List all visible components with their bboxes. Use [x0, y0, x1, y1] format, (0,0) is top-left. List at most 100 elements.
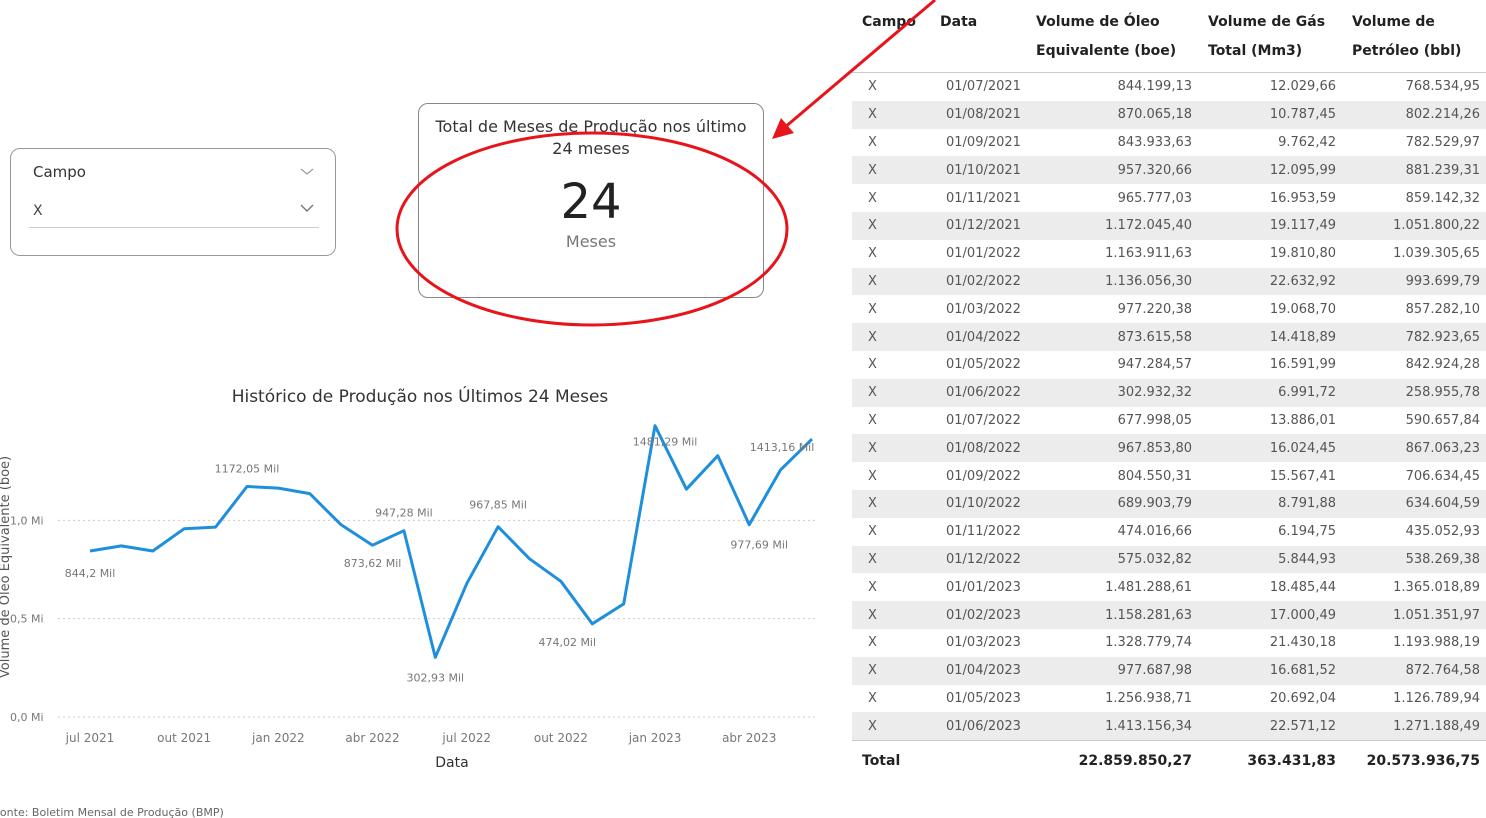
table-cell: 1.172.045,40	[1026, 211, 1198, 240]
table-row: X 01/04/2022 873.615,58 14.418,89 782.923,65	[852, 323, 1486, 351]
table-cell: 1.051.800,22	[1342, 211, 1486, 240]
table-cell: 435.052,93	[1405, 524, 1480, 540]
table-row: X 01/04/2023 977.687,98 16.681,52 872.764,58	[852, 656, 1486, 685]
table-cell: 01/05/2022	[946, 357, 1021, 373]
table-cell: X	[852, 267, 930, 296]
table-cell: 474.016,66	[1117, 524, 1192, 540]
table-cell: 6.194,75	[1278, 524, 1336, 540]
header-cell: Campo	[862, 14, 916, 30]
data-label: 967,85 Mil	[469, 499, 527, 512]
table: Campo Data Volume de Óleo Equivalente (boe…	[852, 0, 1486, 781]
table-cell: 842.924,28	[1405, 357, 1480, 373]
table-cell: 538.269,38	[1342, 545, 1486, 574]
table-cell: 16.024,45	[1198, 434, 1342, 463]
y-tick-label: 1,0 Mi	[10, 514, 44, 527]
data-label: 1172,05 Mil	[215, 462, 280, 475]
table-cell: X	[868, 190, 877, 206]
table-cell: 18.485,44	[1269, 579, 1336, 595]
table-cell: 6.991,72	[1198, 378, 1342, 407]
table-cell: 9.762,42	[1278, 134, 1336, 150]
table-cell: 1.163.911,63	[1105, 246, 1192, 262]
table-cell: 01/01/2023	[946, 579, 1021, 595]
slicer-value[interactable]: X	[33, 203, 43, 219]
table-cell: 1.039.305,65	[1393, 246, 1480, 262]
table-cell: 1.271.188,49	[1342, 712, 1486, 741]
table-cell: 01/11/2022	[946, 524, 1021, 540]
table-cell: X	[852, 545, 930, 574]
table-row: X 01/09/2021 843.933,63 9.762,42 782.529,97	[852, 129, 1486, 157]
table-cell: 19.117,49	[1198, 211, 1342, 240]
table-cell: 782.923,65	[1342, 323, 1486, 351]
table-cell: 20.692,04	[1269, 690, 1336, 706]
table-cell: 01/06/2023	[930, 712, 1026, 741]
table-cell: 977.220,38	[1117, 301, 1192, 317]
table-row: X 01/03/2023 1.328.779,74 21.430,18 1.193.98…	[852, 629, 1486, 657]
table-cell: 01/08/2022	[930, 434, 1026, 463]
data-label: 1481,29 Mil	[633, 436, 698, 449]
total-cell: 363.431,83	[1247, 753, 1336, 770]
table-cell: 677.998,05	[1117, 412, 1192, 428]
table-cell: 881.239,31	[1342, 156, 1486, 185]
table-cell: 1.051.351,97	[1342, 601, 1486, 629]
x-tick-label: jul 2021	[65, 731, 115, 745]
table-cell: X	[852, 489, 930, 518]
table-row: X 01/01/2023 1.481.288,61 18.485,44 1.365.01…	[852, 573, 1486, 601]
table-row: X 01/07/2022 677.998,05 13.886,01 590.657,84	[852, 407, 1486, 435]
table-cell: 575.032,82	[1026, 545, 1198, 574]
table-cell: X	[868, 579, 877, 595]
table-cell: 22.571,12	[1198, 712, 1342, 741]
table-cell: X	[868, 524, 877, 540]
table-cell: 01/05/2023	[946, 690, 1021, 706]
data-label: 1413,16 Mil	[750, 441, 815, 454]
slicer[interactable]: Campo X	[10, 148, 336, 256]
table-row: X 01/05/2023 1.256.938,71 20.692,04 1.126.78…	[852, 685, 1486, 713]
table-cell: 19.810,80	[1269, 246, 1336, 262]
table-cell: 957.320,66	[1026, 156, 1198, 185]
table-cell: 947.284,57	[1117, 357, 1192, 373]
table-cell: X	[868, 301, 877, 317]
table-cell: X	[852, 434, 930, 463]
table-cell: X	[852, 712, 930, 741]
table-cell: X	[868, 357, 877, 373]
total-row: Total 22.859.850,27 363.431,83 20.573.936,7…	[852, 740, 1486, 782]
table-row: X 01/02/2022 1.136.056,30 22.632,92 993.699,…	[852, 267, 1486, 296]
table-cell: 859.142,32	[1405, 190, 1480, 206]
table-cell: 01/12/2021	[930, 211, 1026, 240]
table-cell: 17.000,49	[1198, 601, 1342, 629]
table-cell: X	[852, 378, 930, 407]
table-row: X 01/09/2022 804.550,31 15.567,41 706.634,45	[852, 462, 1486, 490]
table-cell: 993.699,79	[1342, 267, 1486, 296]
x-tick-label: jul 2022	[441, 731, 491, 745]
table-cell: 01/11/2021	[946, 190, 1021, 206]
table-cell: 843.933,63	[1117, 134, 1192, 150]
table-cell: 1.481.288,61	[1105, 579, 1192, 595]
table-cell: 258.955,78	[1342, 378, 1486, 407]
chart-title: Histórico de Produção nos Últimos 24 Mes…	[232, 385, 609, 407]
table-cell: 1.256.938,71	[1105, 690, 1192, 706]
table-cell: 01/09/2021	[946, 134, 1021, 150]
table-cell: X	[852, 156, 930, 185]
table-cell: 01/10/2021	[930, 156, 1026, 185]
table-row: X 01/11/2021 965.777,03 16.953,59 859.142,32	[852, 184, 1486, 212]
table-cell: 857.282,10	[1405, 301, 1480, 317]
table-cell: 1.158.281,63	[1026, 601, 1198, 629]
table-cell: 01/02/2022	[930, 267, 1026, 296]
table-cell: X	[852, 211, 930, 240]
header-cell: Data	[940, 14, 978, 30]
table-cell: 872.764,58	[1342, 656, 1486, 685]
table-row: X 01/11/2022 474.016,66 6.194,75 435.052,93	[852, 518, 1486, 546]
table-cell: X	[868, 690, 877, 706]
x-tick-label: out 2022	[534, 731, 588, 745]
header-cell: Volume de Gás Total (Mm3)	[1208, 14, 1326, 59]
table-cell: X	[852, 656, 930, 685]
data-label: 302,93 Mil	[407, 671, 465, 684]
table-cell: 634.604,59	[1342, 489, 1486, 518]
table-row: X 01/06/2022 302.932,32 6.991,72 258.955,78	[852, 378, 1486, 407]
slicer-underline	[29, 227, 319, 228]
table-cell: X	[852, 100, 930, 129]
table-cell: 782.529,97	[1405, 134, 1480, 150]
table-cell: 16.591,99	[1269, 357, 1336, 373]
total-cell: 22.859.850,27	[1078, 753, 1192, 770]
table-cell: 01/07/2022	[946, 412, 1021, 428]
